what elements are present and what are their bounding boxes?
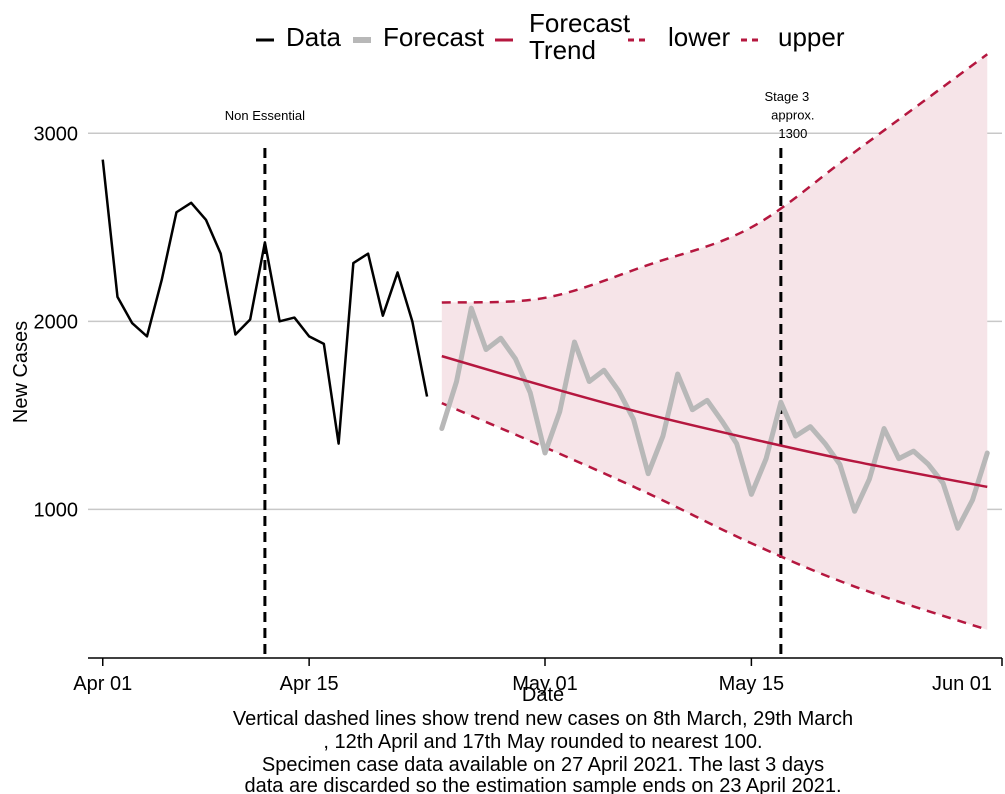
confidence-band-area	[441, 54, 988, 630]
forecast-line	[439, 305, 990, 531]
vertical-line-label: approx.	[771, 108, 814, 123]
vertical-line-label: Non Essential	[225, 108, 305, 123]
confidence-band	[441, 54, 988, 630]
caption-line: Vertical dashed lines show trend new cas…	[233, 708, 853, 730]
y-axis: 1000 2000 3000	[34, 123, 79, 521]
data-line	[101, 159, 429, 445]
caption: Vertical dashed lines show trend new cas…	[233, 708, 853, 794]
caption-line: Specimen case data available on 27 April…	[262, 754, 824, 776]
legend-label: upper	[778, 22, 845, 52]
x-tick-label: May 01	[512, 673, 578, 695]
vertical-reference-lines: Non Essential Stage 3 approx. 1300	[225, 89, 815, 658]
vertical-line-label: Stage 3	[764, 89, 809, 104]
legend-label: Data	[286, 22, 341, 52]
legend-label: Forecast	[383, 22, 485, 52]
lower-line	[441, 402, 988, 631]
x-axis: Apr 01 Apr 15 May 01 May 15 Jun 01	[73, 657, 1003, 695]
caption-line: , 12th April and 17th May rounded to nea…	[323, 731, 762, 753]
legend-label: Forecast	[529, 8, 631, 38]
vertical-line-label: 1300	[778, 126, 807, 141]
y-tick-label: 1000	[34, 499, 79, 521]
y-axis-label: New Cases	[10, 321, 32, 423]
legend-label: Trend	[529, 35, 596, 65]
x-axis-label: Date	[522, 684, 564, 706]
x-tick-label: Jun 01	[932, 673, 992, 695]
y-tick-label: 2000	[34, 311, 79, 333]
forecast-trend-line	[441, 354, 988, 489]
series-lines	[101, 53, 990, 631]
legend-label: lower	[668, 22, 730, 52]
upper-line	[441, 53, 989, 304]
x-tick-label: Apr 01	[73, 673, 132, 695]
x-tick-label: Apr 15	[280, 673, 339, 695]
x-tick-label: May 15	[719, 673, 785, 695]
y-tick-label: 3000	[34, 123, 79, 145]
caption-line: data are discarded so the estimation sam…	[244, 775, 841, 794]
